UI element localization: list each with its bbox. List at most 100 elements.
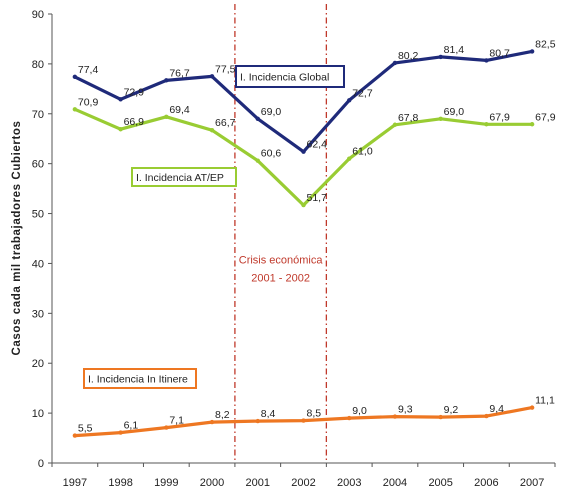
data-point (118, 430, 123, 435)
y-tick-label: 0 (38, 458, 44, 470)
data-label: 5,5 (78, 423, 93, 435)
chart-axes (51, 14, 555, 464)
data-point (392, 414, 398, 419)
data-point (301, 202, 306, 208)
data-point (347, 415, 352, 421)
data-label: 76,7 (169, 67, 190, 79)
data-point (392, 122, 398, 127)
data-label: 7,1 (169, 415, 184, 427)
data-label: 8,5 (307, 408, 322, 420)
x-tick-label: 2003 (337, 477, 361, 489)
data-point (484, 58, 489, 63)
data-label: 67,9 (535, 111, 556, 123)
data-point (164, 425, 169, 430)
crisis-annotation-line: Crisis económica (239, 254, 324, 266)
data-point (438, 414, 443, 420)
data-point (301, 418, 306, 423)
data-label: 8,2 (215, 409, 230, 421)
y-tick-label: 80 (32, 59, 44, 71)
data-label: 61,0 (352, 146, 373, 158)
data-point (255, 116, 260, 121)
data-label: 6,1 (124, 420, 139, 432)
data-label: 70,9 (78, 96, 99, 108)
data-label: 80,2 (398, 50, 419, 62)
data-label: 69,4 (169, 104, 190, 116)
data-point (118, 97, 123, 102)
x-tick-label: 2006 (474, 477, 498, 489)
data-label: 66,7 (215, 117, 236, 129)
data-label: 9,0 (352, 405, 367, 417)
data-label: 51,7 (307, 192, 328, 204)
crisis-annotation-line: 2001 - 2002 (251, 272, 310, 284)
data-label: 82,5 (535, 38, 556, 50)
x-tick-label: 2004 (383, 477, 407, 489)
data-label: 69,0 (261, 106, 282, 118)
data-point (209, 74, 215, 79)
data-label: 60,6 (261, 148, 282, 160)
legend-label: I. Incidencia AT/EP (136, 172, 224, 184)
data-point (438, 54, 443, 60)
data-label: 72,9 (124, 86, 145, 98)
legend-label: I. Incidencia Global (240, 72, 329, 84)
data-label: 8,4 (261, 408, 276, 420)
data-point (209, 419, 215, 425)
data-point (529, 122, 535, 127)
x-tick-label: 1999 (154, 477, 178, 489)
data-label: 67,9 (489, 111, 510, 123)
data-point (72, 107, 78, 112)
data-point (164, 78, 169, 83)
data-label: 11,1 (535, 395, 555, 407)
legend-label: I. Incidencia In Itinere (88, 374, 188, 386)
data-label: 77,5 (215, 63, 236, 75)
y-tick-label: 20 (32, 358, 44, 370)
data-label: 66,9 (124, 116, 145, 128)
chart-series (72, 49, 535, 438)
chart-ticks: 0 10 20 30 40 50 60 70 80 90 1997 1998 1999 2000 2001 2… (32, 9, 556, 489)
data-point (255, 158, 260, 163)
data-label: 80,7 (489, 47, 510, 59)
data-point (438, 116, 443, 121)
chart-legends: I. Incidencia Global I. Incidencia AT/EP I… (83, 65, 345, 389)
y-tick-label: 60 (32, 159, 44, 171)
x-tick-label: 2002 (291, 477, 315, 489)
data-label: 9,3 (398, 404, 413, 416)
data-point (164, 114, 169, 119)
data-label: 81,4 (444, 44, 465, 56)
y-tick-label: 90 (32, 9, 44, 21)
data-label: 67,8 (398, 112, 419, 124)
legend-box (83, 368, 197, 389)
x-tick-label: 2000 (200, 477, 224, 489)
data-point (347, 156, 352, 161)
legend-box (131, 167, 237, 187)
chart-data-labels: 77,4 72,9 76,7 77,5 69,0 62,4 72,7 80,2 81,4 80,7… (78, 38, 556, 434)
data-label: 69,0 (444, 106, 465, 118)
x-tick-label: 2007 (520, 477, 544, 489)
y-tick-label: 50 (32, 209, 44, 221)
data-point (72, 74, 78, 80)
data-point (118, 127, 123, 132)
data-point (484, 122, 489, 127)
y-tick-label: 10 (32, 408, 44, 420)
data-label: 9,2 (444, 404, 459, 416)
data-point (392, 60, 398, 66)
legend-box (235, 65, 345, 88)
y-axis-label: Casos cada mil trabajadores Cubiertos (11, 120, 23, 355)
x-tick-label: 1998 (108, 477, 132, 489)
data-label: 77,4 (78, 64, 99, 76)
data-point (529, 49, 535, 54)
data-point (72, 433, 78, 438)
data-label: 62,4 (307, 139, 328, 151)
data-label: 9,4 (489, 403, 504, 415)
data-point (347, 98, 352, 103)
y-tick-label: 40 (32, 258, 44, 270)
x-tick-label: 2001 (246, 477, 270, 489)
data-point (255, 418, 260, 424)
data-point (529, 405, 535, 410)
data-point (301, 149, 306, 154)
y-tick-label: 30 (32, 308, 44, 320)
data-label: 72,7 (352, 87, 373, 99)
data-point (209, 128, 215, 133)
y-tick-label: 70 (32, 109, 44, 121)
x-tick-label: 2005 (428, 477, 452, 489)
